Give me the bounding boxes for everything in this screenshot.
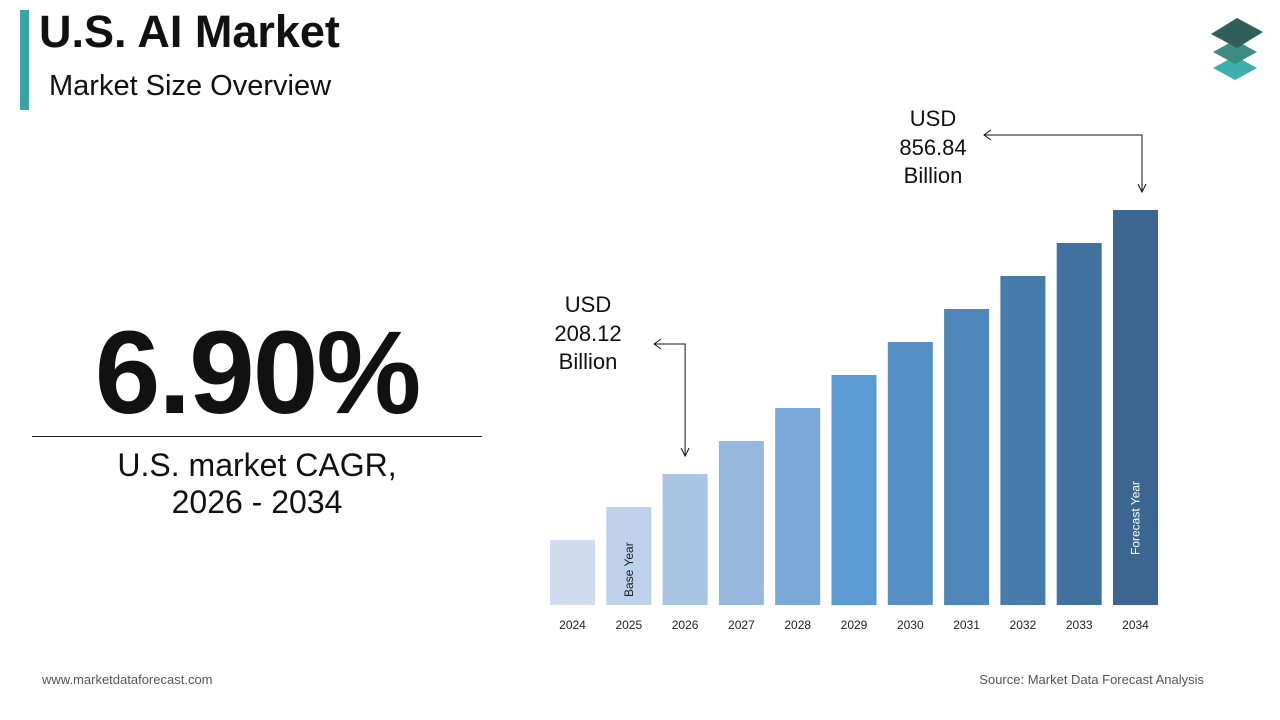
arrow-head-left — [653, 338, 662, 350]
annotation-line2: 856.84 — [899, 134, 967, 160]
page-subtitle: Market Size Overview — [49, 70, 332, 102]
website-link[interactable]: www.marketdataforecast.com — [42, 672, 213, 687]
bar-2034 — [1113, 210, 1158, 605]
bar-2032 — [1000, 276, 1046, 605]
arrow-head-down — [680, 447, 690, 458]
bar-2027 — [718, 441, 764, 605]
cagr-label: U.S. market CAGR, 2026 - 2034 — [32, 447, 482, 521]
annotation-line3: Billion — [903, 163, 963, 188]
x-tick-label: 2034 — [1122, 618, 1149, 632]
bar-2033 — [1056, 243, 1102, 605]
x-tick-label: 2024 — [559, 618, 586, 632]
x-tick-label: 2030 — [897, 618, 924, 632]
x-tick-label: 2028 — [784, 618, 811, 632]
bar-2029 — [831, 375, 877, 605]
x-tick-label: 2032 — [1010, 618, 1037, 632]
value-annotation-2026: USD 208.12 Billion — [548, 291, 628, 377]
bar-2031 — [944, 309, 990, 605]
base-year-label: Base Year — [622, 542, 636, 597]
bar-2026 — [662, 474, 708, 605]
layers-logo-icon — [1211, 18, 1263, 80]
x-tick-label: 2027 — [728, 618, 755, 632]
x-tick-label: 2033 — [1066, 618, 1093, 632]
value-annotation-2034: USD 856.84 Billion — [893, 105, 973, 191]
bar-2030 — [887, 342, 933, 605]
bar-2025 — [606, 507, 652, 605]
cagr-label-line1: U.S. market CAGR, — [117, 447, 397, 483]
forecast-year-label: Forecast Year — [1129, 481, 1143, 555]
page-title: U.S. AI Market — [39, 6, 340, 57]
annotation-line3: Billion — [558, 349, 618, 374]
title-accent-bar — [20, 10, 29, 110]
x-tick-label: 2025 — [615, 618, 642, 632]
bar-2024 — [550, 540, 595, 605]
source-note: Source: Market Data Forecast Analysis — [979, 672, 1204, 687]
annotation-line1: USD — [564, 292, 612, 317]
arrow-head-down — [1137, 183, 1147, 194]
annotation-line2: 208.12 — [554, 320, 622, 346]
arrow-head-left — [983, 129, 992, 141]
cagr-value: 6.90% — [94, 307, 422, 439]
cagr-label-line2: 2026 - 2034 — [171, 484, 343, 520]
bar-2028 — [775, 408, 821, 605]
x-tick-label: 2031 — [953, 618, 980, 632]
divider — [32, 436, 482, 437]
annotation-line1: USD — [909, 106, 957, 131]
x-tick-label: 2026 — [672, 618, 699, 632]
annotation-arrow — [984, 134, 1143, 192]
x-tick-label: 2029 — [841, 618, 868, 632]
annotation-arrow — [654, 343, 686, 456]
